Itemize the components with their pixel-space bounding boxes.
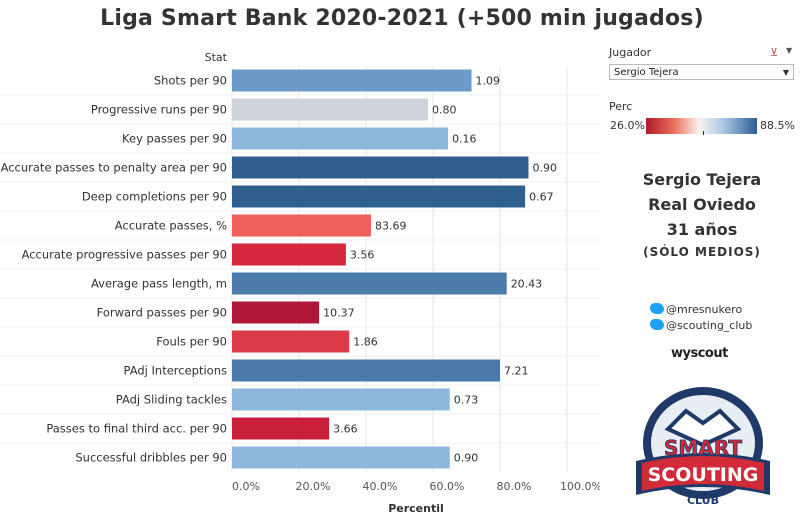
player-name: Sergio Tejera [642,170,762,189]
category-label: Passes to final third acc. per 90 [46,422,227,436]
category-label: Accurate progressive passes per 90 [22,248,227,262]
bar[interactable] [232,359,500,382]
bar[interactable] [232,243,346,266]
bar[interactable] [232,301,320,324]
value-label: 0.67 [529,191,554,204]
legend-midpoint-tick [703,131,704,135]
category-label: Shots per 90 [154,74,227,88]
smart-scouting-club-logo: SMART SCOUTING CLUB [636,387,770,507]
category-label: Successful dribbles per 90 [75,451,227,465]
player-position: (SÓLO MEDIOS) [643,245,761,259]
value-label: 20.43 [511,278,543,291]
category-label: Fouls per 90 [156,335,227,349]
player-filter-label: Jugador [609,46,652,59]
player-dropdown[interactable]: Sergio Tejera ▼ [609,64,794,80]
x-ticks: 0.0% 20.0% 40.0% 60.0% 80.0% 100.0% [232,480,600,493]
player-team: Real Oviedo [648,195,756,214]
legend-min: 26.0% [610,119,645,132]
category-label: Progressive runs per 90 [91,103,227,117]
gridlines [0,66,600,472]
value-label: 0.80 [432,104,457,117]
twitter-icon [650,303,664,314]
svg-text:SMART: SMART [664,436,742,460]
value-label: 0.73 [454,394,479,407]
player-age: 31 años [666,220,738,239]
bar[interactable] [232,127,449,150]
x-tick-label: 0.0% [232,480,260,493]
value-label: 10.37 [323,307,355,320]
x-tick-label: 100.0% [560,480,600,493]
bar[interactable] [232,272,507,295]
wyscout-logo: wyscout [671,346,728,361]
category-label: Forward passes per 90 [97,306,227,320]
twitter-icon [650,319,664,330]
svg-text:SCOUTING: SCOUTING [648,464,759,486]
bar[interactable] [232,98,428,121]
legend-color-ramp [646,118,757,134]
bar[interactable] [232,185,526,208]
value-label: 7.21 [504,365,529,378]
percentile-bar-chart: Stat Shots per 90 1.09 Progressive runs pe… [0,51,600,515]
bar[interactable] [232,330,350,353]
filter-menu-icon[interactable]: ▼ [786,46,793,55]
clear-filter-icon[interactable]: ⊻ [770,46,779,59]
value-label: 1.09 [476,75,501,88]
chart-title: Liga Smart Bank 2020-2021 (+500 min juga… [100,6,704,31]
svg-text:CLUB: CLUB [687,494,719,507]
bars: Shots per 90 1.09 Progressive runs per 90 0… [1,69,557,469]
bar[interactable] [232,446,450,469]
bar[interactable] [232,214,372,237]
value-label: 83.69 [375,220,407,233]
bar[interactable] [232,69,472,92]
x-tick-label: 20.0% [296,480,331,493]
value-label: 1.86 [353,336,378,349]
category-label: Accurate passes, % [115,219,227,233]
x-axis-label: Percentil [388,502,444,515]
chevron-down-icon: ▼ [782,68,789,77]
twitter-handle-2: @scouting_club [650,319,752,332]
category-label: PAdj Sliding tackles [116,393,227,407]
category-label: Key passes per 90 [122,132,227,146]
x-tick-label: 60.0% [430,480,465,493]
value-label: 0.90 [454,452,479,465]
category-label: PAdj Interceptions [124,364,227,378]
bar[interactable] [232,388,450,411]
value-label: 3.66 [333,423,358,436]
legend-title: Perc [609,100,633,113]
value-label: 0.16 [452,133,477,146]
bar[interactable] [232,156,529,179]
column-header-stat: Stat [205,51,228,64]
value-label: 3.56 [350,249,375,262]
value-label: 0.90 [532,162,557,175]
x-tick-label: 80.0% [497,480,532,493]
legend-max: 88.5% [760,119,795,132]
category-label: Accurate passes to penalty area per 90 [1,161,227,175]
twitter-handle-1: @mresnukero [650,303,742,316]
category-label: Deep completions per 90 [82,190,227,204]
player-dropdown-value: Sergio Tejera [614,67,679,78]
x-tick-label: 40.0% [363,480,398,493]
bar[interactable] [232,417,330,440]
category-label: Average pass length, m [91,277,227,291]
